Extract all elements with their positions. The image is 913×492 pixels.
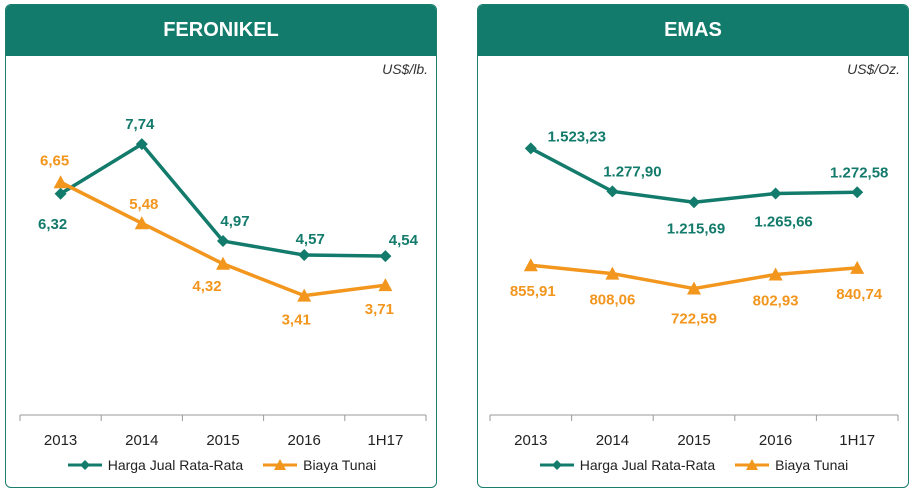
x-tick-label: 2014 <box>125 432 158 449</box>
legend-label-biaya: Biaya Tunai <box>775 457 849 473</box>
harga-jual-marker <box>606 185 619 198</box>
biaya-tunai-marker <box>53 175 68 189</box>
emas-legend: Harga Jual Rata-Rata Biaya Tunai <box>478 457 908 473</box>
harga-jual-data-label: 4,57 <box>296 231 325 248</box>
legend-label-harga: Harga Jual Rata-Rata <box>579 457 716 473</box>
harga-jual-data-label: 1.277,90 <box>603 163 661 180</box>
harga-jual-line <box>529 146 858 205</box>
biaya-tunai-data-label: 3,71 <box>365 301 394 318</box>
biaya-tunai-marker <box>523 258 538 272</box>
biaya-tunai-marker <box>605 266 620 280</box>
biaya-tunai-data-label: 855,91 <box>510 283 556 300</box>
biaya-tunai-marker <box>850 260 865 274</box>
emas-unit-label: US$/Oz. <box>847 61 900 77</box>
biaya-tunai-marker <box>297 288 312 302</box>
harga-jual-data-label: 4,97 <box>220 213 249 230</box>
x-tick-label: 2015 <box>206 432 239 449</box>
biaya-tunai-data-label: 4,32 <box>192 278 221 295</box>
harga-jual-data-label: 6,32 <box>38 216 67 233</box>
biaya-tunai-marker <box>768 267 783 281</box>
diamond-line-icon <box>67 460 102 470</box>
emas-line-chart: 2013 2014 2015 2016 1H17 1.523,23 1.277,90 1.21… <box>489 128 899 449</box>
biaya-tunai-data-label: 3,41 <box>282 312 311 329</box>
x-tick-label: 1H17 <box>367 432 403 449</box>
biaya-tunai-marker <box>687 281 701 295</box>
x-tick-label: 2014 <box>596 432 629 449</box>
legend-label-harga: Harga Jual Rata-Rata <box>107 457 244 473</box>
x-tick-label: 2016 <box>759 432 792 449</box>
biaya-tunai-marker <box>216 256 230 270</box>
feronikel-line-chart: 2013 2014 2015 2016 1H17 6,32 7,74 4,97 4,57 4,54… <box>19 116 427 449</box>
x-tick-label: 2016 <box>288 432 321 449</box>
harga-jual-data-label: 1.215,69 <box>667 220 725 237</box>
harga-jual-marker <box>769 187 782 200</box>
harga-jual-marker <box>135 138 148 151</box>
x-tick-label: 2013 <box>514 432 547 449</box>
biaya-tunai-marker <box>134 216 149 230</box>
feronikel-chart-panel: FERONIKEL US$/lb. 2013 2014 2015 2016 1H17 6,… <box>5 4 437 488</box>
triangle-line-icon <box>263 459 298 470</box>
harga-jual-data-label: 1.265,66 <box>754 214 812 231</box>
biaya-tunai-marker <box>378 278 393 292</box>
emas-chart-panel: EMAS US$/Oz. 2013 2014 2015 2016 1H17 1.523,2… <box>477 4 909 488</box>
legend-item-biaya: Biaya Tunai <box>733 457 848 473</box>
harga-jual-marker <box>379 250 392 263</box>
harga-jual-data-label: 4,54 <box>389 232 419 249</box>
biaya-tunai-data-label: 840,74 <box>836 286 883 303</box>
legend-item-biaya: Biaya Tunai <box>261 457 376 473</box>
x-tick-label: 2015 <box>677 432 710 449</box>
feronikel-unit-label: US$/lb. <box>382 61 428 77</box>
harga-jual-data-label: 1.523,23 <box>548 128 606 145</box>
biaya-tunai-data-label: 802,93 <box>753 292 799 309</box>
x-tick-label: 2013 <box>44 432 77 449</box>
biaya-tunai-data-label: 808,06 <box>589 292 635 309</box>
emas-chart-title: EMAS <box>478 5 908 56</box>
harga-jual-marker <box>688 196 700 209</box>
feronikel-legend: Harga Jual Rata-Rata Biaya Tunai <box>6 457 436 473</box>
harga-jual-marker <box>298 249 311 262</box>
feronikel-chart-title: FERONIKEL <box>6 5 436 56</box>
harga-jual-marker <box>217 235 229 248</box>
diamond-line-icon <box>539 460 574 470</box>
biaya-tunai-data-label: 5,48 <box>129 196 158 213</box>
harga-jual-marker <box>851 186 864 199</box>
legend-item-harga: Harga Jual Rata-Rata <box>66 457 243 473</box>
harga-jual-data-label: 1.272,58 <box>830 164 888 181</box>
biaya-tunai-data-label: 722,59 <box>671 311 717 328</box>
harga-jual-marker <box>54 187 67 200</box>
x-tick-label: 1H17 <box>839 432 875 449</box>
harga-jual-data-label: 7,74 <box>125 116 155 133</box>
harga-jual-marker <box>524 142 537 155</box>
biaya-tunai-data-label: 6,65 <box>40 152 69 169</box>
triangle-line-icon <box>735 459 770 470</box>
legend-item-harga: Harga Jual Rata-Rata <box>538 457 715 473</box>
legend-label-biaya: Biaya Tunai <box>303 457 377 473</box>
